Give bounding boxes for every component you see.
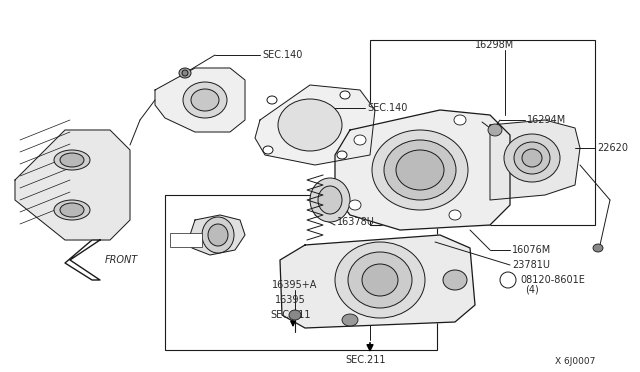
Bar	[170, 233, 202, 247]
Polygon shape	[15, 130, 130, 240]
Ellipse shape	[60, 153, 84, 167]
Ellipse shape	[54, 150, 90, 170]
Ellipse shape	[342, 314, 358, 326]
Ellipse shape	[318, 186, 342, 214]
Ellipse shape	[208, 224, 228, 246]
Text: 22620: 22620	[597, 143, 628, 153]
Ellipse shape	[384, 140, 456, 200]
Ellipse shape	[60, 203, 84, 217]
Text: SEC.140: SEC.140	[367, 103, 408, 113]
Ellipse shape	[191, 89, 219, 111]
Text: (4): (4)	[525, 285, 539, 295]
Ellipse shape	[488, 124, 502, 136]
Text: 16378U: 16378U	[337, 217, 375, 227]
Ellipse shape	[362, 264, 398, 296]
Polygon shape	[255, 85, 375, 165]
Text: 23781U: 23781U	[512, 260, 550, 270]
Text: FRONT: FRONT	[105, 255, 138, 265]
Ellipse shape	[202, 217, 234, 253]
Text: B: B	[506, 276, 511, 285]
Circle shape	[500, 272, 516, 288]
Ellipse shape	[340, 91, 350, 99]
Ellipse shape	[593, 244, 603, 252]
Ellipse shape	[349, 200, 361, 210]
Polygon shape	[190, 215, 245, 255]
Ellipse shape	[267, 96, 277, 104]
Ellipse shape	[289, 310, 301, 320]
Text: 16395: 16395	[275, 295, 306, 305]
Ellipse shape	[372, 130, 468, 210]
Ellipse shape	[278, 99, 342, 151]
Ellipse shape	[396, 150, 444, 190]
Ellipse shape	[182, 70, 188, 76]
Ellipse shape	[179, 68, 191, 78]
Polygon shape	[490, 120, 580, 200]
Polygon shape	[65, 240, 100, 280]
Text: 08120-8601E: 08120-8601E	[520, 275, 585, 285]
Ellipse shape	[54, 200, 90, 220]
Polygon shape	[335, 110, 510, 230]
Ellipse shape	[310, 178, 350, 222]
Polygon shape	[280, 235, 475, 328]
Ellipse shape	[335, 242, 425, 318]
Text: X 6J0007: X 6J0007	[555, 357, 595, 366]
Bar	[370, 40, 595, 225]
Polygon shape	[155, 68, 245, 132]
Text: 16294M: 16294M	[527, 115, 566, 125]
Text: 16395+A: 16395+A	[272, 280, 317, 290]
Ellipse shape	[354, 135, 366, 145]
Ellipse shape	[454, 115, 466, 125]
Text: 16298M: 16298M	[475, 40, 515, 50]
Ellipse shape	[183, 82, 227, 118]
Ellipse shape	[522, 149, 542, 167]
Bar	[165, 195, 437, 350]
Ellipse shape	[504, 134, 560, 182]
Text: SEC.211: SEC.211	[345, 355, 385, 365]
Ellipse shape	[348, 252, 412, 308]
Ellipse shape	[337, 151, 347, 159]
Ellipse shape	[263, 146, 273, 154]
Text: 16076M: 16076M	[512, 245, 551, 255]
Text: SEC.211: SEC.211	[270, 310, 310, 320]
Ellipse shape	[443, 270, 467, 290]
Text: SEC.140: SEC.140	[262, 50, 302, 60]
Text: 16152E: 16152E	[170, 235, 202, 244]
Ellipse shape	[514, 142, 550, 174]
Ellipse shape	[449, 210, 461, 220]
